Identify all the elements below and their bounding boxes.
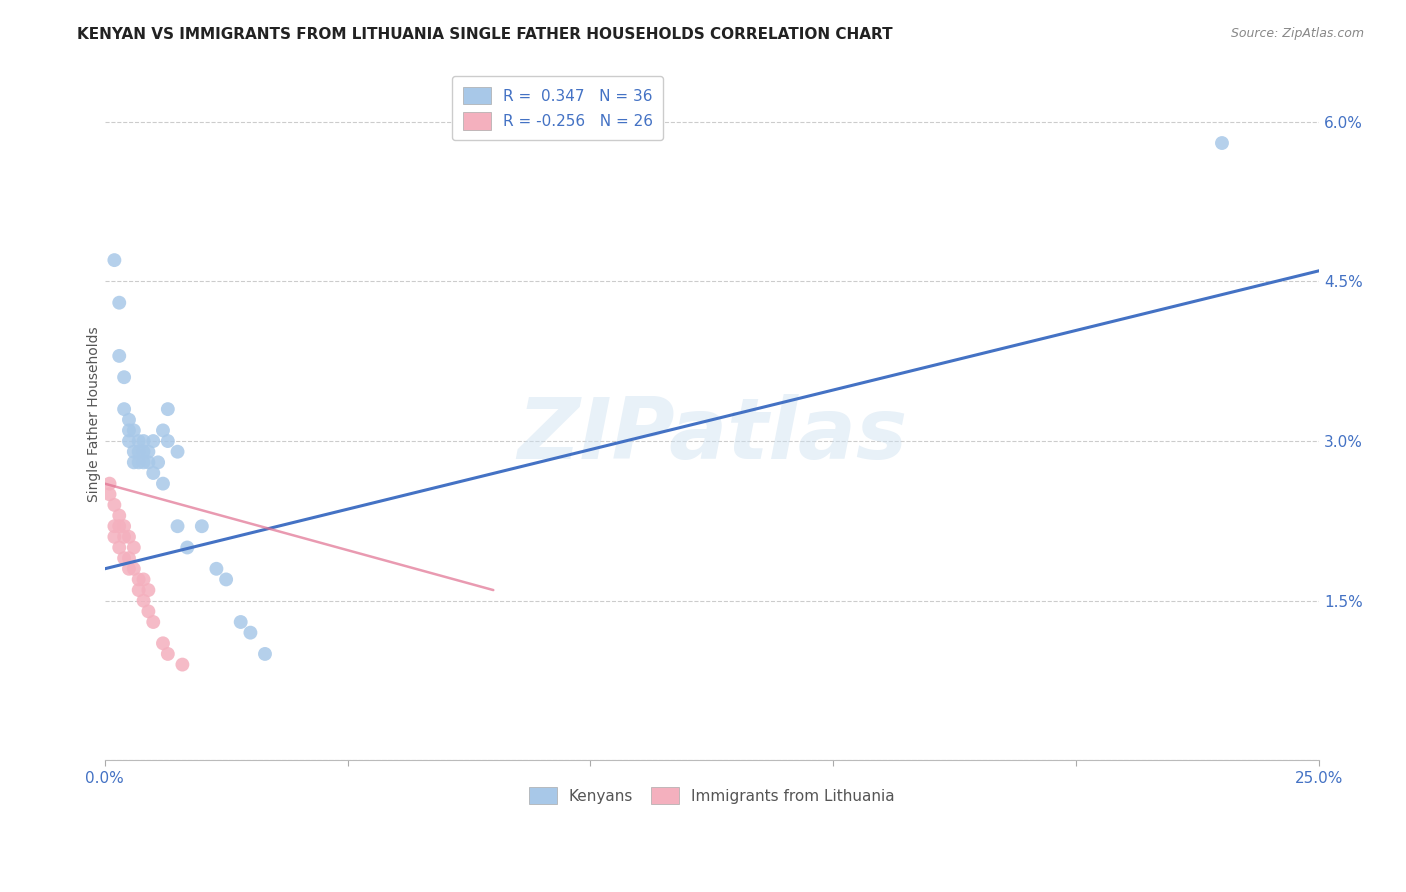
Point — [146, 455, 169, 469]
Point — [122, 444, 145, 458]
Point — [103, 519, 125, 533]
Point — [108, 541, 131, 555]
Point — [122, 562, 145, 576]
Point — [205, 562, 228, 576]
Point — [118, 424, 141, 438]
Point — [138, 604, 160, 618]
Point — [128, 573, 150, 587]
Point — [128, 455, 150, 469]
Point — [132, 444, 155, 458]
Point — [253, 647, 276, 661]
Point — [132, 434, 155, 448]
Point — [152, 476, 174, 491]
Point — [229, 615, 252, 629]
Point — [103, 498, 125, 512]
Point — [191, 519, 214, 533]
Point — [152, 424, 174, 438]
Point — [132, 455, 155, 469]
Point — [138, 583, 160, 598]
Point — [156, 402, 179, 417]
Legend: Kenyans, Immigrants from Lithuania: Kenyans, Immigrants from Lithuania — [519, 776, 905, 815]
Point — [108, 295, 131, 310]
Point — [156, 647, 179, 661]
Point — [142, 615, 165, 629]
Point — [118, 413, 141, 427]
Point — [138, 444, 160, 458]
Point — [118, 562, 141, 576]
Point — [166, 444, 188, 458]
Point — [138, 455, 160, 469]
Point — [98, 476, 121, 491]
Point — [98, 487, 121, 501]
Point — [108, 508, 131, 523]
Point — [122, 455, 145, 469]
Point — [118, 530, 141, 544]
Point — [103, 530, 125, 544]
Point — [1211, 136, 1233, 150]
Y-axis label: Single Father Households: Single Father Households — [87, 326, 101, 502]
Point — [103, 253, 125, 268]
Point — [128, 444, 150, 458]
Point — [152, 636, 174, 650]
Point — [176, 541, 198, 555]
Point — [118, 551, 141, 566]
Point — [142, 434, 165, 448]
Point — [215, 573, 238, 587]
Point — [112, 551, 135, 566]
Point — [122, 424, 145, 438]
Point — [156, 434, 179, 448]
Point — [132, 573, 155, 587]
Point — [108, 519, 131, 533]
Point — [132, 593, 155, 607]
Point — [112, 402, 135, 417]
Point — [112, 530, 135, 544]
Point — [172, 657, 194, 672]
Point — [128, 434, 150, 448]
Point — [239, 625, 262, 640]
Text: ZIPatlas: ZIPatlas — [517, 393, 907, 476]
Point — [166, 519, 188, 533]
Point — [128, 583, 150, 598]
Text: KENYAN VS IMMIGRANTS FROM LITHUANIA SINGLE FATHER HOUSEHOLDS CORRELATION CHART: KENYAN VS IMMIGRANTS FROM LITHUANIA SING… — [77, 27, 893, 42]
Point — [112, 370, 135, 384]
Point — [142, 466, 165, 480]
Point — [118, 434, 141, 448]
Point — [112, 519, 135, 533]
Point — [122, 541, 145, 555]
Text: Source: ZipAtlas.com: Source: ZipAtlas.com — [1230, 27, 1364, 40]
Point — [108, 349, 131, 363]
